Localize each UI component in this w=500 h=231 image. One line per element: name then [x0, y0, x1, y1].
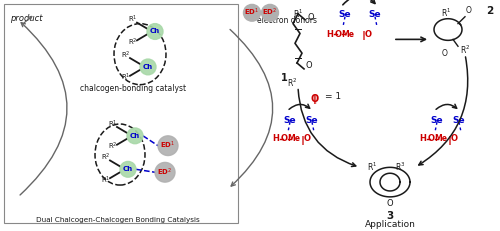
Text: ‖: ‖ — [313, 95, 317, 104]
FancyArrowPatch shape — [230, 29, 272, 186]
FancyArrowPatch shape — [419, 57, 468, 165]
FancyArrowPatch shape — [343, 0, 375, 5]
Text: R$^1$: R$^1$ — [108, 118, 118, 130]
FancyArrowPatch shape — [20, 23, 67, 195]
FancyArrowPatch shape — [436, 104, 456, 109]
Text: O: O — [428, 134, 434, 143]
Circle shape — [140, 59, 156, 75]
Circle shape — [158, 136, 178, 155]
Text: product: product — [10, 14, 42, 23]
Text: Application: Application — [364, 221, 416, 230]
Circle shape — [120, 161, 136, 177]
Text: O: O — [450, 134, 458, 143]
Text: R$^1$: R$^1$ — [367, 161, 377, 173]
Text: chalcogen-bonding catalyst: chalcogen-bonding catalyst — [80, 84, 186, 93]
Text: R$^2$: R$^2$ — [108, 141, 118, 152]
Text: Se: Se — [368, 10, 382, 19]
FancyArrowPatch shape — [289, 104, 310, 109]
Text: R$^2$: R$^2$ — [460, 43, 470, 56]
Text: R$^2$: R$^2$ — [287, 77, 297, 89]
Circle shape — [147, 24, 163, 39]
Circle shape — [262, 4, 278, 21]
FancyArrowPatch shape — [298, 89, 356, 167]
Text: H: H — [420, 134, 426, 143]
Text: ED$^2$: ED$^2$ — [158, 167, 172, 178]
Text: ED$^2$: ED$^2$ — [262, 7, 278, 18]
Text: R$^2$: R$^2$ — [128, 37, 138, 48]
Text: Se: Se — [430, 116, 444, 125]
Text: 3: 3 — [386, 211, 394, 221]
Text: Ch: Ch — [143, 64, 153, 70]
Text: ED$^1$: ED$^1$ — [244, 7, 260, 18]
Text: R$^3$: R$^3$ — [395, 161, 405, 173]
Text: 2: 2 — [486, 6, 494, 16]
Text: Me: Me — [434, 134, 448, 143]
Text: ‖: ‖ — [448, 136, 452, 145]
Text: R$^1$: R$^1$ — [128, 14, 138, 25]
Text: Ch: Ch — [123, 166, 133, 172]
Text: O: O — [334, 30, 342, 39]
Text: H: H — [272, 134, 280, 143]
Text: O: O — [386, 199, 394, 208]
Circle shape — [155, 162, 175, 182]
Text: O: O — [280, 134, 287, 143]
Text: 1: 1 — [280, 73, 287, 83]
Text: O: O — [364, 30, 372, 39]
Text: Se: Se — [284, 116, 296, 125]
Text: Dual Chalcogen-Chalcogen Bonding Catalysis: Dual Chalcogen-Chalcogen Bonding Catalys… — [36, 216, 200, 222]
Text: ‖: ‖ — [301, 136, 305, 145]
Text: R$^1$: R$^1$ — [441, 7, 451, 19]
Text: O: O — [307, 13, 314, 22]
Text: O: O — [442, 49, 448, 58]
Text: Me: Me — [288, 134, 300, 143]
FancyArrowPatch shape — [24, 16, 32, 23]
Text: ‖: ‖ — [362, 31, 366, 40]
Text: H: H — [326, 30, 334, 39]
Text: ED$^1$: ED$^1$ — [160, 140, 176, 151]
Text: Se: Se — [452, 116, 466, 125]
Text: R$^1$: R$^1$ — [293, 8, 303, 20]
Text: O: O — [466, 6, 472, 15]
Circle shape — [244, 4, 260, 21]
Text: R$^2$: R$^2$ — [121, 49, 131, 61]
Text: $\mathbf{O}$: $\mathbf{O}$ — [310, 91, 320, 103]
Text: Se: Se — [306, 116, 318, 125]
Text: O: O — [304, 134, 310, 143]
Text: R$^1$: R$^1$ — [101, 174, 111, 186]
Bar — [4, 4, 238, 223]
Text: Ch: Ch — [130, 133, 140, 139]
Text: Se: Se — [338, 10, 351, 19]
Text: Ch: Ch — [150, 28, 160, 34]
Text: R$^2$: R$^2$ — [101, 152, 111, 163]
Text: R$^1$: R$^1$ — [121, 72, 131, 83]
Text: electron donors: electron donors — [257, 16, 317, 25]
Text: O: O — [306, 61, 312, 70]
Text: Me: Me — [342, 30, 354, 39]
Circle shape — [127, 128, 143, 144]
Text: = 1: = 1 — [325, 91, 341, 100]
